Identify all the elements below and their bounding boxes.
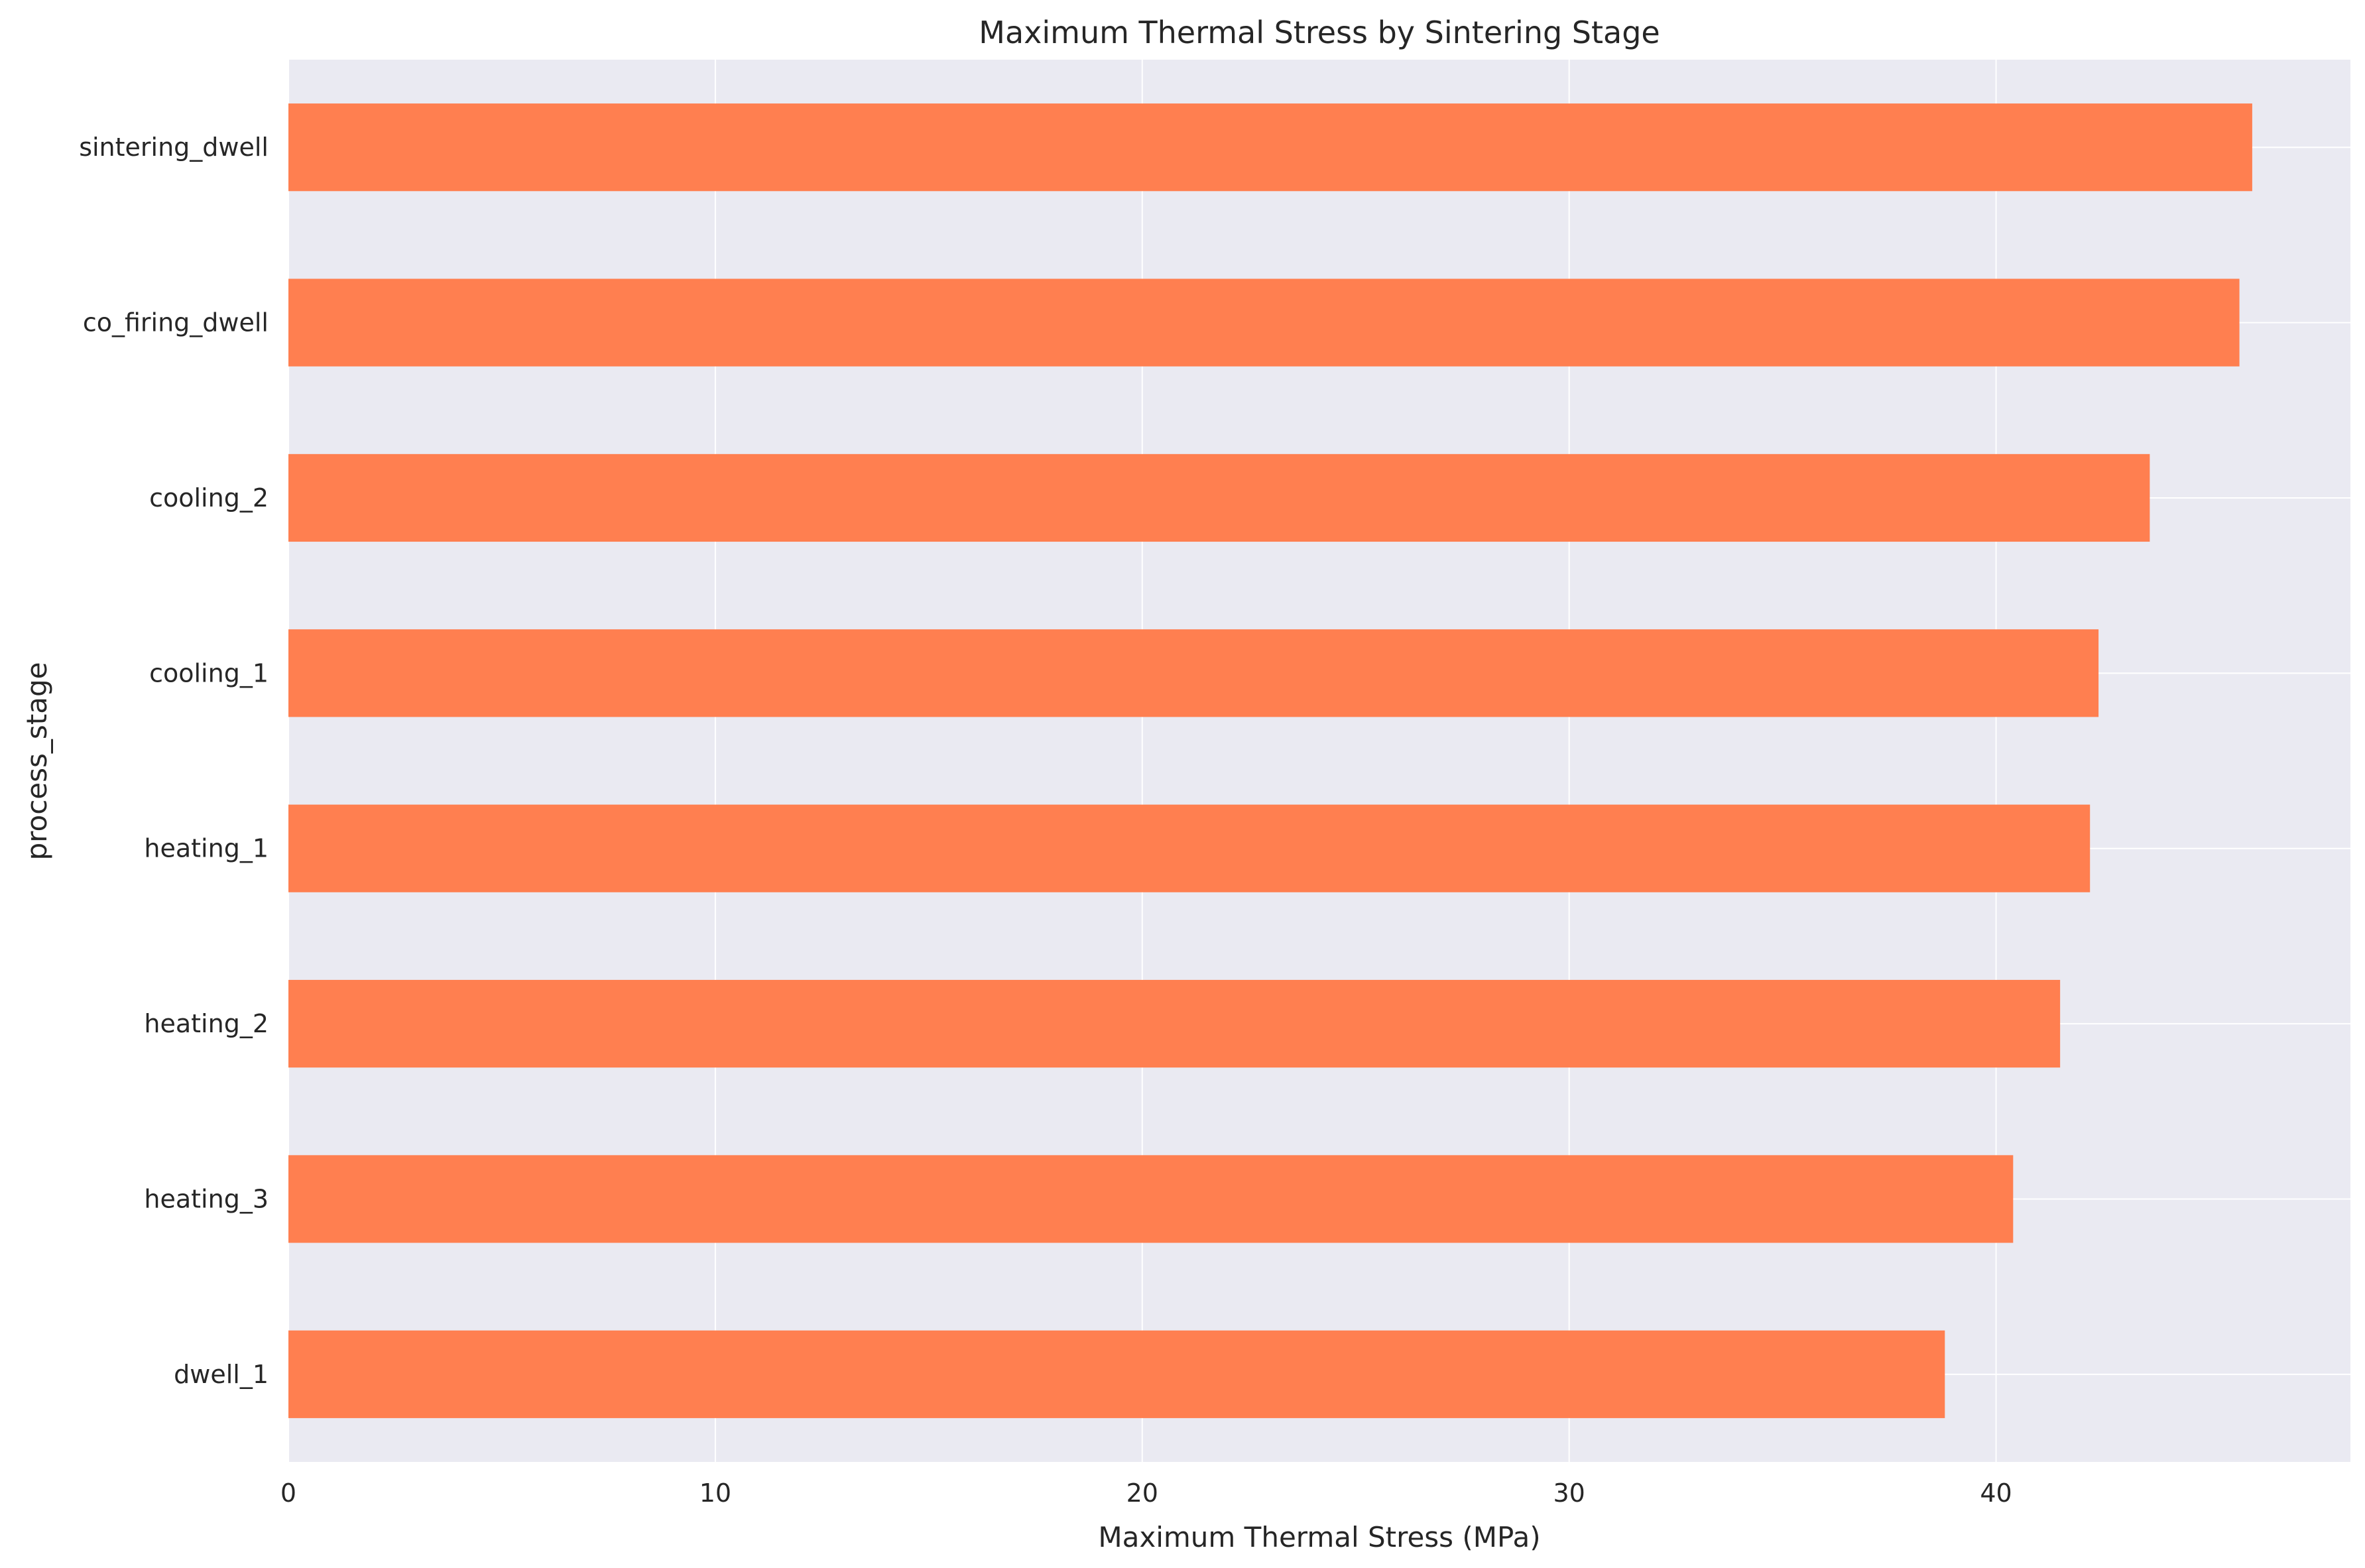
plot-background [288,60,2350,1462]
y-tick-label: heating_3 [144,1184,269,1213]
bar-heating_3 [288,1155,2014,1243]
y-tick-labels: sintering_dwell co_firing_dwell cooling_2c… [79,133,269,1389]
y-tick-label: sintering_dwell [79,133,269,162]
bar-heating_2 [288,979,2061,1068]
x-tick-label: 10 [699,1478,731,1508]
bar-sintering_dwell [288,103,2252,192]
bar-dwell_1 [288,1330,1945,1418]
bar-cooling_1 [288,629,2099,717]
y-tick-label: cooling_2 [149,483,269,513]
y-tick-label: heating_2 [144,1009,269,1038]
x-tick-label: 0 [280,1478,296,1508]
x-tick-label: 20 [1126,1478,1158,1508]
chart-title: Maximum Thermal Stress by Sintering Stag… [979,15,1660,50]
y-tick-label: heating_1 [144,834,269,863]
bars [288,103,2252,1418]
x-axis-label: Maximum Thermal Stress (MPa) [1098,1521,1540,1553]
y-axis-label: process_stage [21,662,53,861]
x-tick-labels: 0 10 20 30 40 [280,1478,2012,1508]
x-tick-label: 40 [1980,1478,2012,1508]
x-tick-label: 30 [1553,1478,1585,1508]
y-tick-label: co_firing_dwell [83,308,269,337]
bar-co_firing_dwell [288,278,2240,367]
bar-cooling_2 [288,453,2150,542]
bar-heating_1 [288,804,2091,892]
y-tick-label: cooling_1 [149,658,269,688]
y-tick-label: dwell_1 [174,1360,269,1389]
